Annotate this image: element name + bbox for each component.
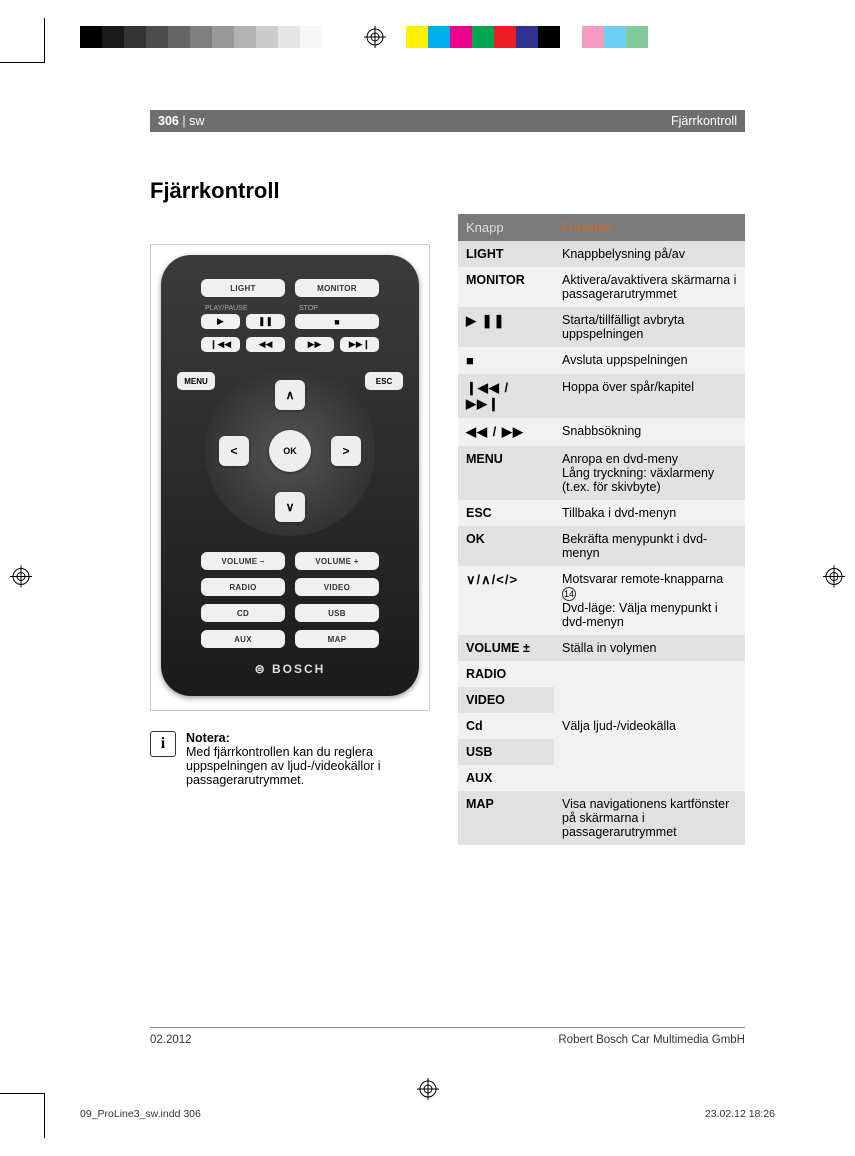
remote-video-button: VIDEO [295, 578, 379, 596]
table-row: ■Avsluta uppspelningen [458, 347, 745, 374]
footer-date: 02.2012 [150, 1034, 192, 1046]
table-row: ∨/∧/</>Motsvarar remote-knap­parna 14Dvd… [458, 566, 745, 635]
page-number: 306 | sw [158, 114, 204, 128]
page-footer: 02.2012 Robert Bosch Car Multimedia GmbH [150, 1027, 745, 1046]
registration-mark-icon [417, 1078, 439, 1103]
table-func: Välja ljud-/videokälla [554, 661, 745, 791]
imprint-stamp: 23.02.12 18:26 [705, 1108, 775, 1120]
table-row: MENUAnropa en dvd-meny Lång tryckning: v… [458, 446, 745, 500]
stop-icon: ■ [295, 314, 379, 329]
table-func: Snabbsökning [554, 418, 745, 446]
remote-dpad: ∧ ∨ < > OK [205, 366, 375, 536]
forward-icon: ▶▶ [295, 337, 334, 352]
dpad-right-icon: > [331, 436, 361, 466]
dpad-down-icon: ∨ [275, 492, 305, 522]
remote-light-button: LIGHT [201, 279, 285, 297]
table-func: Knappbelysning på/av [554, 241, 745, 267]
dpad-left-icon: < [219, 436, 249, 466]
info-icon: i [150, 731, 176, 757]
table-func: Hoppa över spår/kapitel [554, 374, 745, 418]
remote-usb-button: USB [295, 604, 379, 622]
table-key: VIDEO [458, 687, 554, 713]
remote-figure: LIGHT MONITOR PLAY/PAUSE STOP ▶ ❚❚ ■ ❙◀◀ ◀◀… [150, 244, 430, 711]
prev-track-icon: ❙◀◀ [201, 337, 240, 352]
table-func: Avsluta uppspelningen [554, 347, 745, 374]
remote-aux-button: AUX [201, 630, 285, 648]
table-header-key: Knapp [458, 214, 554, 241]
remote-cd-button: CD [201, 604, 285, 622]
table-key: ◀◀ / ▶▶ [458, 418, 554, 446]
table-row: ESCTillbaka i dvd-menyn [458, 500, 745, 526]
table-row: ▶ ❚❚Starta/tillfälligt avbryta uppspelni… [458, 307, 745, 347]
remote-volminus-button: VOLUME – [201, 552, 285, 570]
table-key: ESC [458, 500, 554, 526]
rewind-icon: ◀◀ [246, 337, 285, 352]
dpad-up-icon: ∧ [275, 380, 305, 410]
table-func: Motsvarar remote-knap­parna 14Dvd-läge: … [554, 566, 745, 635]
table-key: MONITOR [458, 267, 554, 307]
registration-mark-icon [10, 566, 32, 591]
table-key: AUX [458, 765, 554, 791]
imprint-line: 09_ProLine3_sw.indd 306 23.02.12 18:26 [80, 1108, 775, 1120]
label-playpause: PLAY/PAUSE [201, 305, 285, 312]
table-row: VOLUME ±Ställa in volymen [458, 635, 745, 661]
next-track-icon: ▶▶❙ [340, 337, 379, 352]
table-key: ∨/∧/</> [458, 566, 554, 635]
table-key: VOLUME ± [458, 635, 554, 661]
table-key: USB [458, 739, 554, 765]
cropmark-tl [0, 18, 45, 63]
table-row: MAPVisa navigationens kartfönster på skä… [458, 791, 745, 845]
table-key: OK [458, 526, 554, 566]
remote-ok-button: OK [269, 430, 311, 472]
table-key: ▶ ❚❚ [458, 307, 554, 347]
page-title: Fjärrkontroll [150, 178, 745, 204]
remote-map-button: MAP [295, 630, 379, 648]
brand-label: ⊜ BOSCH [177, 662, 403, 676]
remote-radio-button: RADIO [201, 578, 285, 596]
registration-mark-icon [823, 566, 845, 591]
table-key: RADIO [458, 661, 554, 687]
section-label: Fjärrkontroll [671, 114, 737, 128]
table-key: Cd [458, 713, 554, 739]
registration-mark-icon [350, 26, 400, 48]
table-row: MONITORAktivera/avaktivera skärmarna i p… [458, 267, 745, 307]
table-header-func: Funktion [554, 214, 745, 241]
function-table: Knapp Funktion LIGHTKnappbelysning på/av… [458, 214, 745, 845]
table-row: RADIOVälja ljud-/videokälla [458, 661, 745, 687]
imprint-file: 09_ProLine3_sw.indd 306 [80, 1108, 201, 1120]
note-body: Med fjärrkontrollen kan du reglera uppsp… [186, 745, 381, 787]
remote-esc-button: ESC [365, 372, 403, 390]
table-func: Starta/tillfälligt avbryta uppspelningen [554, 307, 745, 347]
table-row: ❙◀◀ / ▶▶❙Hoppa över spår/kapitel [458, 374, 745, 418]
label-stop: STOP [295, 305, 379, 312]
pause-icon: ❚❚ [246, 314, 285, 329]
table-row: ◀◀ / ▶▶Snabbsökning [458, 418, 745, 446]
play-icon: ▶ [201, 314, 240, 329]
note-heading: Notera: [186, 731, 230, 745]
table-key: ❙◀◀ / ▶▶❙ [458, 374, 554, 418]
table-func: Tillbaka i dvd-menyn [554, 500, 745, 526]
table-key: MENU [458, 446, 554, 500]
remote-menu-button: MENU [177, 372, 215, 390]
table-key: LIGHT [458, 241, 554, 267]
table-row: LIGHTKnappbelysning på/av [458, 241, 745, 267]
table-func: Bekräfta menypunkt i dvd-menyn [554, 526, 745, 566]
footer-company: Robert Bosch Car Multimedia GmbH [558, 1034, 745, 1046]
table-row: OKBekräfta menypunkt i dvd-menyn [458, 526, 745, 566]
table-func: Visa navigationens kartfönster på skärma… [554, 791, 745, 845]
note-box: i Notera: Med fjärrkontrollen kan du reg… [150, 731, 430, 787]
table-key: ■ [458, 347, 554, 374]
page-header: 306 | sw Fjärrkontroll [150, 110, 745, 132]
color-calibration-bar [80, 26, 775, 48]
table-func: Ställa in volymen [554, 635, 745, 661]
remote-volplus-button: VOLUME + [295, 552, 379, 570]
table-func: Anropa en dvd-meny Lång tryckning: växla… [554, 446, 745, 500]
cropmark-bl [0, 1093, 45, 1138]
remote-monitor-button: MONITOR [295, 279, 379, 297]
table-func: Aktivera/avaktivera skärmarna i passager… [554, 267, 745, 307]
table-key: MAP [458, 791, 554, 845]
